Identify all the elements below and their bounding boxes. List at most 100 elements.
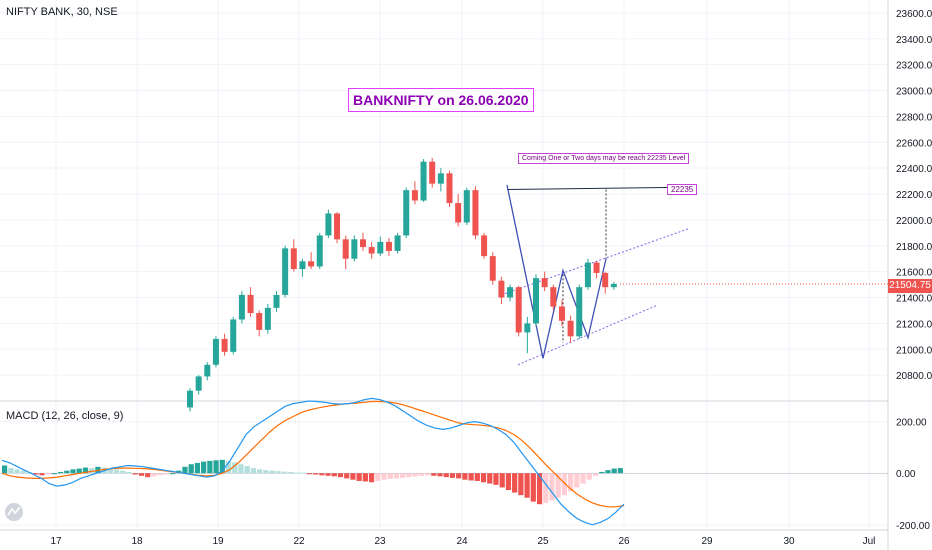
macd-histogram-bar[interactable] bbox=[568, 473, 574, 492]
macd-histogram-bar[interactable] bbox=[213, 460, 219, 474]
macd-histogram-bar[interactable] bbox=[45, 473, 51, 475]
candle[interactable] bbox=[584, 262, 591, 288]
macd-histogram-bar[interactable] bbox=[8, 468, 14, 474]
macd-histogram-bar[interactable] bbox=[387, 473, 393, 479]
macd-histogram-bar[interactable] bbox=[443, 473, 449, 478]
macd-histogram-bar[interactable] bbox=[331, 473, 337, 477]
candle[interactable] bbox=[221, 338, 228, 352]
macd-histogram-bar[interactable] bbox=[381, 473, 387, 480]
macd-histogram-bar[interactable] bbox=[225, 460, 232, 474]
macd-line[interactable] bbox=[1, 397, 625, 526]
candle[interactable] bbox=[334, 213, 341, 240]
macd-histogram-bar[interactable] bbox=[57, 471, 64, 474]
macd-histogram-bar[interactable] bbox=[449, 473, 456, 478]
macd-histogram-bar[interactable] bbox=[536, 473, 543, 505]
macd-histogram-bar[interactable] bbox=[244, 466, 250, 474]
macd-histogram-bar[interactable] bbox=[132, 473, 138, 475]
macd-histogram-bar[interactable] bbox=[2, 465, 8, 474]
candle[interactable] bbox=[264, 307, 271, 330]
macd-histogram-bar[interactable] bbox=[269, 470, 275, 474]
macd-histogram-bar[interactable] bbox=[126, 471, 132, 474]
macd-histogram-bar[interactable] bbox=[337, 473, 344, 478]
candle[interactable] bbox=[316, 235, 323, 267]
macd-histogram-bar[interactable] bbox=[250, 468, 257, 474]
macd-histogram-bar[interactable] bbox=[275, 471, 281, 474]
macd-histogram-bar[interactable] bbox=[368, 473, 375, 483]
candle[interactable] bbox=[437, 173, 444, 184]
macd-histogram-bar[interactable] bbox=[555, 473, 561, 498]
macd-histogram-bar[interactable] bbox=[188, 464, 194, 474]
macd-histogram-bar[interactable] bbox=[294, 472, 300, 474]
macd-histogram-bar[interactable] bbox=[76, 468, 82, 474]
macd-histogram-bar[interactable] bbox=[33, 473, 39, 475]
candle[interactable] bbox=[576, 287, 583, 337]
macd-histogram-bar[interactable] bbox=[145, 473, 151, 478]
macd-histogram-bar[interactable] bbox=[480, 473, 487, 483]
macd-histogram-bar[interactable] bbox=[169, 473, 176, 475]
pattern-lines[interactable] bbox=[506, 184, 607, 359]
candle[interactable] bbox=[308, 261, 315, 267]
macd-histogram-bar[interactable] bbox=[300, 472, 306, 474]
candle[interactable] bbox=[299, 261, 306, 270]
macd-histogram-bar[interactable] bbox=[586, 473, 592, 480]
macd-histogram-bar[interactable] bbox=[39, 473, 45, 476]
symbol-label[interactable]: NIFTY BANK, 30, NSE bbox=[6, 6, 118, 18]
macd-histogram-bar[interactable] bbox=[356, 473, 362, 481]
candle[interactable] bbox=[385, 241, 392, 251]
macd-histogram-bar[interactable] bbox=[306, 473, 312, 475]
candle[interactable] bbox=[230, 319, 237, 352]
macd-histogram-bar[interactable] bbox=[14, 469, 20, 474]
candle[interactable] bbox=[541, 278, 548, 288]
macd-histogram-bar[interactable] bbox=[201, 461, 207, 474]
macd-histogram-bar[interactable] bbox=[163, 473, 169, 475]
macd-histogram-bar[interactable] bbox=[319, 473, 325, 476]
macd-histogram-bar[interactable] bbox=[70, 469, 76, 474]
candle[interactable] bbox=[602, 272, 609, 288]
macd-histogram-bar[interactable] bbox=[393, 473, 400, 479]
macd-histogram-bar[interactable] bbox=[107, 468, 113, 474]
candle[interactable] bbox=[403, 190, 410, 236]
candle[interactable] bbox=[481, 235, 488, 257]
candle[interactable] bbox=[593, 262, 600, 273]
note-annotation[interactable]: Coming One or Two days may be reach 2223… bbox=[518, 153, 690, 164]
macd-histogram-bar[interactable] bbox=[530, 473, 536, 502]
macd-histogram-bar[interactable] bbox=[499, 473, 505, 488]
macd-histogram-bar[interactable] bbox=[574, 473, 580, 488]
macd-histogram-bar[interactable] bbox=[468, 473, 474, 481]
candle[interactable] bbox=[368, 247, 375, 254]
macd-histogram-bar[interactable] bbox=[418, 473, 424, 476]
candle[interactable] bbox=[411, 190, 418, 201]
macd-histogram-bar[interactable] bbox=[263, 470, 269, 474]
macd-histogram-bar[interactable] bbox=[611, 468, 617, 474]
macd-histogram-bar[interactable] bbox=[462, 473, 468, 480]
macd-histogram-bar[interactable] bbox=[599, 471, 605, 474]
signal-line[interactable] bbox=[1, 400, 625, 508]
candle[interactable] bbox=[342, 239, 349, 259]
macd-histogram-bar[interactable] bbox=[151, 473, 157, 477]
candle[interactable] bbox=[498, 280, 505, 298]
macd-histogram-bar[interactable] bbox=[512, 473, 518, 493]
macd-histogram-bar[interactable] bbox=[431, 473, 437, 476]
macd-histogram-bar[interactable] bbox=[344, 473, 350, 479]
candle[interactable] bbox=[446, 173, 453, 204]
macd-histogram-bar[interactable] bbox=[505, 473, 512, 491]
candle[interactable] bbox=[204, 364, 211, 377]
macd-histogram-bar[interactable] bbox=[518, 473, 524, 496]
macd-histogram-bar[interactable] bbox=[82, 467, 89, 474]
candle[interactable] bbox=[567, 320, 574, 337]
macd-histogram-bar[interactable] bbox=[605, 470, 611, 474]
macd-histogram-bar[interactable] bbox=[437, 473, 443, 477]
candle[interactable] bbox=[524, 323, 531, 333]
macd-histogram-bar[interactable] bbox=[64, 470, 70, 474]
macd-histogram-bar[interactable] bbox=[424, 473, 431, 476]
resistance-line[interactable] bbox=[506, 187, 668, 191]
candle[interactable] bbox=[212, 338, 219, 365]
candle[interactable] bbox=[489, 256, 496, 281]
candle[interactable] bbox=[420, 161, 427, 201]
macd-histogram-bar[interactable] bbox=[138, 473, 145, 476]
candle[interactable] bbox=[325, 213, 332, 236]
macd-histogram-bar[interactable] bbox=[313, 473, 319, 475]
title-annotation[interactable]: BANKNIFTY on 26.06.2020 bbox=[348, 88, 534, 112]
candle[interactable] bbox=[282, 248, 289, 295]
